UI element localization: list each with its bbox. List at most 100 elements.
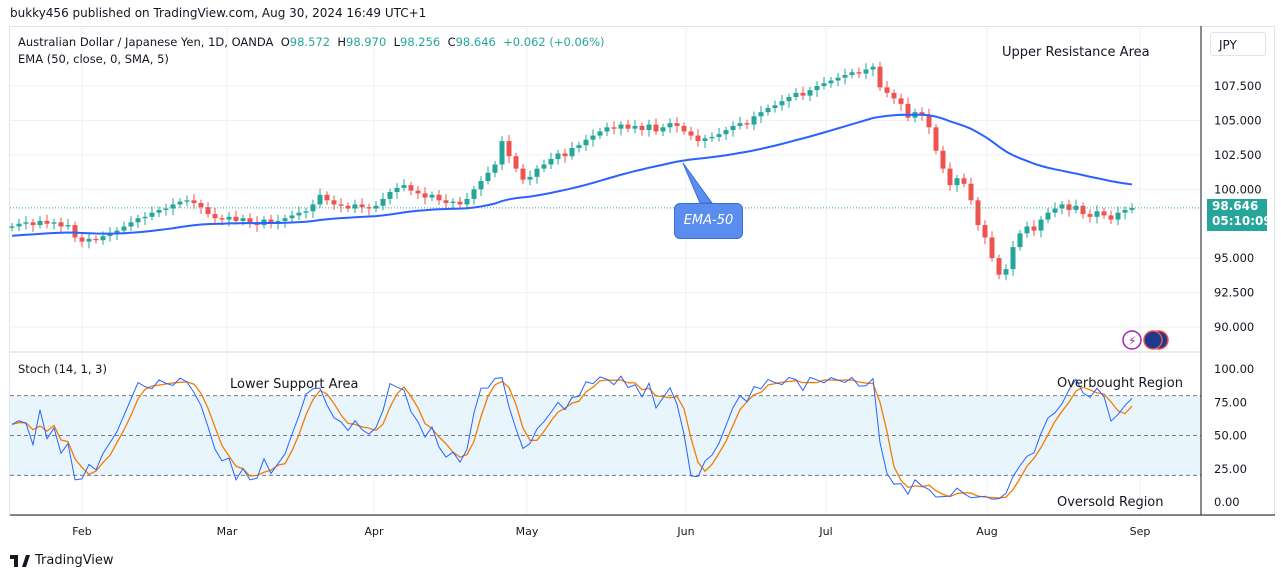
candle-body [835, 77, 841, 81]
candle-body [380, 198, 386, 206]
candle-body [1017, 233, 1023, 248]
candle-body [639, 125, 645, 131]
y-tick-label: 100.000 [1214, 182, 1262, 196]
y-tick-label: 105.000 [1214, 113, 1262, 127]
candle-body [422, 193, 428, 198]
x-tick-label: Sep [1130, 525, 1151, 538]
candle-body [569, 147, 575, 157]
candle-body [282, 218, 288, 221]
ema-callout-pointer [682, 162, 713, 204]
countdown: 05:10:09 [1212, 214, 1272, 228]
candle-body [289, 215, 295, 219]
high-value: 98.970 [346, 35, 387, 49]
y-tick-label: 95.000 [1214, 251, 1254, 265]
tradingview-logo-icon [10, 554, 30, 567]
candle-body [72, 225, 78, 238]
candle-body [800, 92, 806, 96]
last-price-badge: 98.646 05:10:09 [1207, 199, 1272, 231]
candle-body [1094, 211, 1100, 217]
candle-body [485, 172, 491, 182]
candle-body [506, 141, 512, 157]
candle-body [457, 201, 463, 205]
candle-body [898, 98, 904, 104]
candle-body [793, 92, 799, 98]
stoch-axis: 100.00 75.00 50.00 25.00 0.00 [1214, 362, 1254, 509]
candle-body [51, 222, 57, 224]
last-price: 98.646 [1212, 199, 1259, 213]
tradingview-brand: TradingView [35, 553, 114, 568]
candle-body [268, 219, 274, 224]
x-tick-label: Mar [217, 525, 238, 538]
candle-body [44, 220, 50, 224]
candle-body [933, 127, 939, 151]
candle-body [324, 194, 330, 201]
y-tick-label: 90.000 [1214, 320, 1254, 334]
candles [9, 61, 1135, 281]
candle-body [30, 222, 36, 226]
candle-body [114, 230, 120, 234]
x-tick-label: Jun [676, 525, 694, 538]
candle-body [1010, 247, 1016, 270]
candle-body [429, 194, 435, 198]
x-tick-label: Jul [818, 525, 832, 538]
candle-body [240, 218, 246, 221]
candle-body [205, 207, 211, 215]
candle-body [842, 74, 848, 78]
symbol-legend: Australian Dollar / Japanese Yen, 1D, OA… [18, 35, 605, 49]
candle-body [905, 103, 911, 118]
stoch-k-line [11, 375, 1133, 500]
candle-body [527, 176, 533, 180]
published-note: bukky456 published on TradingView.com, A… [10, 6, 427, 20]
y-tick-label: 102.500 [1214, 148, 1262, 162]
candle-body [618, 124, 624, 129]
candle-body [982, 225, 988, 238]
candle-body [709, 136, 715, 139]
candle-body [849, 72, 855, 75]
candle-body [58, 222, 64, 227]
high-label: H [337, 35, 347, 49]
x-tick-label: Aug [976, 525, 997, 538]
overbought-label: Overbought Region [1057, 376, 1183, 391]
candle-body [135, 218, 141, 223]
candle-body [352, 204, 358, 209]
candle-body [387, 192, 393, 199]
candle-body [142, 216, 148, 219]
price-axis: 107.500 105.000 102.500 100.000 95.000 92.500… [1214, 79, 1262, 334]
candle-body [177, 201, 183, 205]
candle-body [303, 211, 309, 213]
candle-body [212, 214, 218, 219]
candle-body [1052, 208, 1058, 213]
candle-body [373, 205, 379, 209]
candle-body [107, 233, 113, 237]
stoch-tick-label: 25.00 [1214, 462, 1247, 476]
ema-legend[interactable]: EMA (50, close, 0, SMA, 5) [18, 52, 169, 66]
upper-resistance-label: Upper Resistance Area [1002, 45, 1150, 60]
candle-body [100, 236, 106, 241]
candle-body [1101, 211, 1107, 216]
stoch-tick-label: 75.00 [1214, 395, 1247, 409]
open-value: 98.572 [289, 35, 331, 49]
oversold-label: Oversold Region [1057, 495, 1164, 510]
stoch-legend[interactable]: Stoch (14, 1, 3) [18, 362, 107, 376]
candle-body [996, 258, 1002, 275]
lightning-icon [1122, 330, 1142, 350]
currency-button[interactable]: JPY [1210, 32, 1266, 56]
candle-body [149, 212, 155, 217]
low-value: 98.256 [400, 35, 441, 49]
candle-body [667, 123, 673, 128]
time-axis: Feb Mar Apr May Jun Jul Aug Sep [72, 525, 1150, 538]
candle-body [345, 205, 351, 209]
candle-body [653, 124, 659, 132]
candle-body [541, 164, 547, 169]
candle-body [359, 204, 365, 208]
candle-body [492, 164, 498, 173]
candle-body [170, 204, 176, 209]
candle-body [814, 86, 820, 91]
candle-body [751, 116, 757, 125]
tradingview-logo[interactable]: TradingView [10, 553, 114, 568]
candle-body [856, 72, 862, 74]
candle-body [807, 90, 813, 96]
candle-body [1115, 212, 1121, 220]
candle-body [338, 204, 344, 206]
